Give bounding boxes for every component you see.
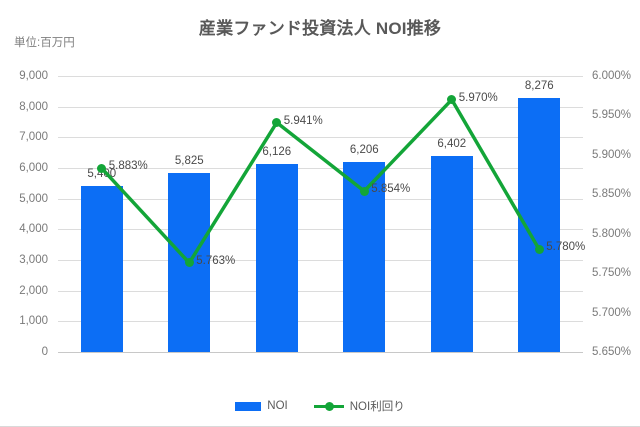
y-axis-tick-label: 4,000 [19, 223, 48, 236]
y-axis-tick-label: 8,000 [19, 100, 48, 113]
line-data-label: 5.780% [546, 241, 586, 254]
plot-area: 5,400 5,825 6,126 6,206 6,402 8,276 5.883% 5.7… [58, 76, 586, 353]
chart-legend: NOI NOI利回り [0, 398, 640, 414]
y-axis-tick-label: 6,000 [19, 162, 48, 174]
gridline [58, 229, 583, 231]
bar[interactable] [255, 164, 298, 352]
legend-bar-swatch-icon [235, 401, 262, 411]
gridline [58, 106, 583, 108]
gridline [58, 321, 583, 323]
line-marker[interactable] [359, 186, 369, 196]
line-marker[interactable] [272, 118, 282, 128]
bar-data-label: 8,276 [524, 80, 554, 93]
gridline [58, 260, 583, 261]
chart-unit-label: 単位:百万円 [14, 37, 75, 49]
y-axis-tick-label: 0 [41, 346, 48, 358]
gridline [58, 352, 583, 353]
y-axis-tick-label: 9,000 [19, 70, 48, 82]
line-data-label: 5.970% [458, 91, 498, 104]
line-data-label: 5.854% [371, 183, 411, 196]
line-marker[interactable] [184, 258, 194, 268]
y2-axis-tick-label: 5.650% [592, 346, 632, 358]
bar-data-label: 6,206 [349, 143, 379, 156]
line-marker[interactable] [447, 95, 457, 105]
bar[interactable] [518, 98, 561, 352]
y-axis-tick-label: 2,000 [19, 284, 48, 297]
bar-data-label: 6,126 [262, 146, 292, 159]
y-axis-tick-label: 7,000 [19, 131, 48, 144]
y-axis-tick-label: 3,000 [19, 254, 48, 266]
line-data-label: 5.941% [283, 114, 323, 127]
y2-axis-tick-label: 5.950% [592, 109, 632, 122]
gridline [58, 198, 583, 200]
y2-axis-tick-label: 5.700% [592, 306, 632, 319]
legend-item-noi[interactable]: NOI [235, 400, 288, 412]
y2-axis-tick-label: 6.000% [592, 70, 632, 82]
gridline [58, 290, 583, 292]
chart-title: 産業ファンド投資法人 NOI推移 [198, 19, 442, 38]
line-marker[interactable] [97, 163, 107, 173]
bar[interactable] [430, 155, 473, 352]
line-data-label: 5.763% [196, 254, 236, 267]
line-data-label: 5.883% [108, 160, 148, 173]
y2-axis-tick-label: 5.850% [592, 188, 632, 201]
y-axis-tick-label: 1,000 [19, 315, 48, 328]
gridline [58, 137, 583, 139]
y2-axis-tick-label: 5.800% [592, 227, 632, 240]
y2-axis-tick-label: 5.750% [592, 267, 632, 280]
legend-label-noi: NOI [267, 400, 288, 412]
y-axis-tick-label: 5,000 [19, 192, 48, 205]
bar-data-label: 5,825 [174, 155, 204, 168]
legend-item-noi-yield[interactable]: NOI利回り [313, 398, 405, 414]
y2-axis-tick-label: 5.900% [592, 148, 632, 161]
gridline [58, 76, 583, 77]
bar[interactable] [80, 186, 123, 352]
line-marker[interactable] [534, 244, 544, 254]
legend-label-noi-yield: NOI利回り [349, 401, 405, 413]
bar-data-label: 6,402 [437, 137, 467, 150]
legend-line-swatch-icon [313, 401, 344, 411]
